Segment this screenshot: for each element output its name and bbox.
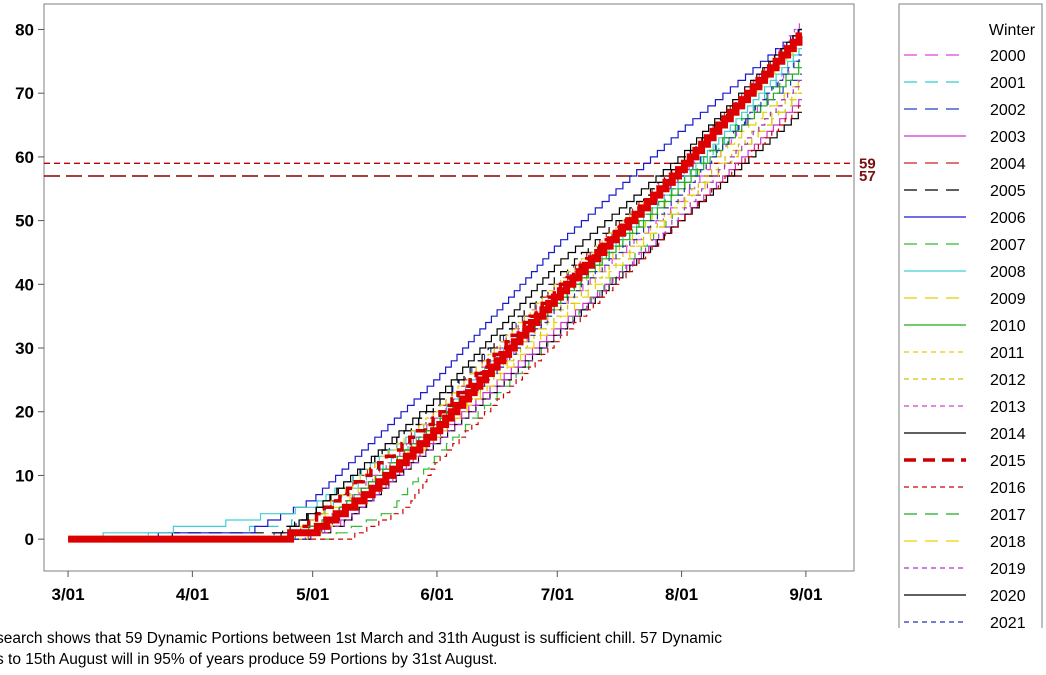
series-line-2001 bbox=[68, 54, 802, 540]
caption: search shows that 59 Dynamic Portions be… bbox=[0, 628, 916, 670]
legend-label-2011: 2011 bbox=[990, 345, 1025, 362]
series-line-2019 bbox=[68, 79, 802, 540]
series-line-2009 bbox=[68, 79, 802, 540]
caption-line-2: s to 15th August will in 95% of years pr… bbox=[0, 651, 498, 668]
x-tick-label: 9/01 bbox=[789, 585, 822, 604]
legend-label-2014: 2014 bbox=[990, 426, 1026, 443]
legend-label-2016: 2016 bbox=[990, 480, 1026, 497]
legend-label-2018: 2018 bbox=[990, 534, 1026, 551]
series-layer bbox=[68, 22, 803, 543]
series-line-2017 bbox=[68, 60, 802, 540]
y-tick-label: 0 bbox=[25, 530, 34, 549]
y-tick-label: 70 bbox=[15, 84, 34, 103]
y-tick-label: 10 bbox=[15, 466, 34, 485]
legend-label-2001: 2001 bbox=[990, 75, 1026, 92]
series-line-2006 bbox=[68, 28, 802, 540]
reference-line-label: 57 bbox=[859, 168, 876, 185]
series-line-2015 bbox=[68, 34, 802, 541]
legend-label-2000: 2000 bbox=[990, 48, 1026, 65]
y-tick-label: 50 bbox=[15, 212, 34, 231]
legend-frame bbox=[898, 3, 1043, 672]
legend-label-2002: 2002 bbox=[990, 102, 1026, 119]
series-line-2000 bbox=[68, 54, 802, 540]
legend-label-2015: 2015 bbox=[990, 453, 1026, 470]
series-line-2013 bbox=[68, 22, 802, 540]
y-tick-label: 40 bbox=[15, 275, 34, 294]
legend-label-2004: 2004 bbox=[990, 156, 1026, 173]
x-tick-label: 7/01 bbox=[541, 585, 574, 604]
series-line-2020 bbox=[68, 28, 802, 540]
legend-items: 2000 2001 2002 2003 2004 2005 2006 2007 2008 2009… bbox=[904, 48, 1026, 659]
legend-label-2017: 2017 bbox=[990, 507, 1026, 524]
legend-label-2012: 2012 bbox=[990, 372, 1026, 389]
series-line-2022 bbox=[68, 32, 803, 543]
legend-label-2019: 2019 bbox=[990, 561, 1026, 578]
series-line-2016 bbox=[68, 105, 802, 540]
x-tick-label: 6/01 bbox=[420, 585, 453, 604]
legend-label-2009: 2009 bbox=[990, 291, 1026, 308]
x-tick-label: 8/01 bbox=[665, 585, 698, 604]
legend-label-2008: 2008 bbox=[990, 264, 1026, 281]
y-axis: 0 10 20 30 40 50 60 70 80 bbox=[15, 20, 44, 549]
plot-frame bbox=[43, 3, 855, 572]
x-axis: 3/01 4/01 5/01 6/01 7/01 8/01 9/01 bbox=[52, 571, 822, 604]
y-tick-label: 20 bbox=[15, 403, 34, 422]
y-tick-label: 30 bbox=[15, 339, 34, 358]
legend-label-2021: 2021 bbox=[990, 615, 1026, 628]
y-tick-label: 60 bbox=[15, 148, 34, 167]
series-line-2010 bbox=[68, 67, 802, 540]
legend-label-2020: 2020 bbox=[990, 588, 1026, 605]
reference-line-label: 59 bbox=[859, 155, 876, 172]
series-line-2008 bbox=[68, 48, 802, 540]
legend-label-2007: 2007 bbox=[990, 237, 1026, 254]
caption-line-1: search shows that 59 Dynamic Portions be… bbox=[0, 630, 722, 647]
legend-label-2005: 2005 bbox=[990, 183, 1026, 200]
legend-label-2010: 2010 bbox=[990, 318, 1026, 335]
legend-label-2003: 2003 bbox=[990, 129, 1026, 146]
x-tick-label: 4/01 bbox=[176, 585, 209, 604]
x-tick-label: 3/01 bbox=[52, 585, 85, 604]
series-line-2021 bbox=[68, 54, 802, 540]
legend-label-2013: 2013 bbox=[990, 399, 1026, 416]
y-tick-label: 80 bbox=[15, 20, 34, 39]
legend-title: Winter bbox=[989, 22, 1036, 39]
series-line-2007 bbox=[68, 92, 802, 540]
x-tick-label: 5/01 bbox=[296, 585, 329, 604]
legend-label-2006: 2006 bbox=[990, 210, 1026, 227]
